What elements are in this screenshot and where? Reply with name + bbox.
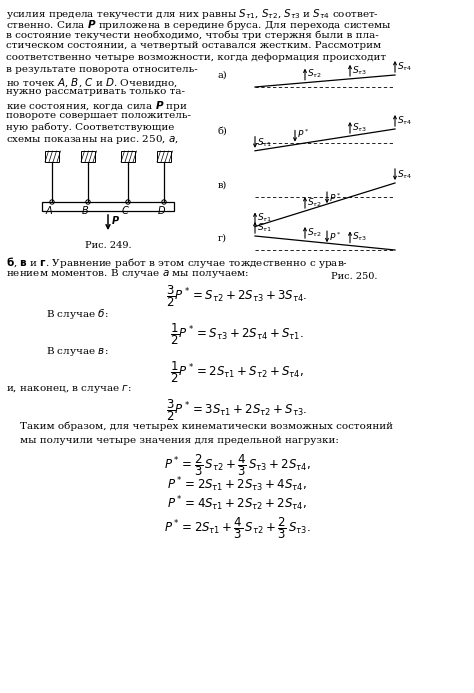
Text: $P^*=4S_{\tau1}+2S_{\tau2}+2S_{\tau4},$: $P^*=4S_{\tau1}+2S_{\tau2}+2S_{\tau4},$ <box>167 494 307 513</box>
Bar <box>81 151 95 162</box>
Text: $P^*=2S_{\tau1}+\dfrac{4}{3}\,S_{\tau2}+\dfrac{2}{3}\,S_{\tau3}.$: $P^*=2S_{\tau1}+\dfrac{4}{3}\,S_{\tau2}+… <box>164 515 310 541</box>
Text: ную работу. Соответствующие: ную работу. Соответствующие <box>6 122 174 132</box>
Bar <box>42 202 174 211</box>
Text: $S_{\tau3}$: $S_{\tau3}$ <box>352 64 367 77</box>
Text: стическом состоянии, а четвертый оставался жестким. Рассмотрим: стическом состоянии, а четвертый оставал… <box>6 42 381 51</box>
Text: $\dfrac{3}{2}P^*=S_{\tau2}+2S_{\tau3}+3S_{\tau4}.$: $\dfrac{3}{2}P^*=S_{\tau2}+2S_{\tau3}+3S… <box>166 283 308 310</box>
Bar <box>45 151 59 162</box>
Text: нужно рассматривать только та-: нужно рассматривать только та- <box>6 87 185 96</box>
Text: $S_{\tau1}$: $S_{\tau1}$ <box>257 221 272 234</box>
Text: В случае $б$:: В случае $б$: <box>46 307 109 321</box>
Text: а): а) <box>218 71 228 80</box>
Text: Рис. 249.: Рис. 249. <box>85 241 131 250</box>
Text: $A$: $A$ <box>45 204 54 216</box>
Text: г): г) <box>218 234 227 243</box>
Text: в состояние текучести необходимо, чтобы три стержня были в пла-: в состояние текучести необходимо, чтобы … <box>6 30 379 40</box>
Text: $P^*=2S_{\tau1}+2S_{\tau3}+4S_{\tau4},$: $P^*=2S_{\tau1}+2S_{\tau3}+4S_{\tau4},$ <box>167 476 307 495</box>
Text: $\dfrac{1}{2}P^*=S_{\tau3}+2S_{\tau4}+S_{\tau1}.$: $\dfrac{1}{2}P^*=S_{\tau3}+2S_{\tau4}+S_… <box>170 322 304 347</box>
Bar <box>157 151 171 162</box>
Text: $\dfrac{1}{2}P^*=2S_{\tau1}+S_{\tau2}+S_{\tau4},$: $\dfrac{1}{2}P^*=2S_{\tau1}+S_{\tau2}+S_… <box>170 360 304 385</box>
Text: $\dfrac{3}{2}P^*=3S_{\tau1}+2S_{\tau2}+S_{\tau3}.$: $\dfrac{3}{2}P^*=3S_{\tau1}+2S_{\tau2}+S… <box>166 398 308 423</box>
Text: $S_{\tau4}$: $S_{\tau4}$ <box>397 60 412 73</box>
Text: $S_{\tau4}$: $S_{\tau4}$ <box>397 114 412 127</box>
Text: $S_{\tau1}$: $S_{\tau1}$ <box>257 136 272 148</box>
Text: в): в) <box>218 180 227 189</box>
Text: $S_{\tau1}$: $S_{\tau1}$ <box>257 212 272 225</box>
Text: $B$: $B$ <box>81 204 89 216</box>
Text: ственно. Сила $\boldsymbol{P}$ приложена в середине бруса. Для перехода системы: ственно. Сила $\boldsymbol{P}$ приложена… <box>6 19 392 33</box>
Text: нением моментов. В случае $a$ мы получаем:: нением моментов. В случае $a$ мы получае… <box>6 267 249 279</box>
Text: $P^*=\dfrac{2}{3}\,S_{\tau2}+\dfrac{4}{3}\,S_{\tau3}+2S_{\tau4},$: $P^*=\dfrac{2}{3}\,S_{\tau2}+\dfrac{4}{3… <box>164 453 310 478</box>
Text: мы получили четыре значения для предельной нагрузки:: мы получили четыре значения для предельн… <box>20 435 339 444</box>
Text: но точек $A$, $B$, $C$ и $D$. Очевидно,: но точек $A$, $B$, $C$ и $D$. Очевидно, <box>6 76 178 89</box>
Bar <box>121 151 135 162</box>
Text: $P^*$: $P^*$ <box>297 128 310 140</box>
Text: кие состояния, когда сила $\boldsymbol{P}$ при: кие состояния, когда сила $\boldsymbol{P… <box>6 99 188 113</box>
Text: схемы показаны на рис. 250, $a$,: схемы показаны на рис. 250, $a$, <box>6 134 179 146</box>
Text: повороте совершает положитель-: повороте совершает положитель- <box>6 110 191 119</box>
Text: $C$: $C$ <box>121 204 130 216</box>
Text: $S_{\tau2}$: $S_{\tau2}$ <box>307 196 322 209</box>
Text: Таким образом, для четырех кинематически возможных состояний: Таким образом, для четырех кинематически… <box>20 422 393 431</box>
Text: $P^*$: $P^*$ <box>329 231 341 243</box>
Text: $P^*$: $P^*$ <box>329 191 341 204</box>
Text: $\boldsymbol{P}$: $\boldsymbol{P}$ <box>111 214 120 226</box>
Text: Рис. 250.: Рис. 250. <box>331 272 377 281</box>
Text: б): б) <box>218 127 228 136</box>
Text: $S_{\tau2}$: $S_{\tau2}$ <box>307 68 322 80</box>
Text: $S_{\tau3}$: $S_{\tau3}$ <box>352 231 367 243</box>
Text: усилия предела текучести для них равны $S_{\tau1}$, $S_{\tau2}$, $S_{\tau3}$ и $: усилия предела текучести для них равны $… <box>6 7 379 21</box>
Text: $D$: $D$ <box>157 204 166 216</box>
Text: $S_{\tau4}$: $S_{\tau4}$ <box>397 168 412 181</box>
Text: соответственно четыре возможности, когда деформация происходит: соответственно четыре возможности, когда… <box>6 53 386 62</box>
Text: $S_{\tau2}$: $S_{\tau2}$ <box>307 226 322 239</box>
Text: в результате поворота относитель-: в результате поворота относитель- <box>6 64 198 73</box>
Text: $S_{\tau3}$: $S_{\tau3}$ <box>352 121 367 134</box>
Text: и, наконец, в случае $г$:: и, наконец, в случае $г$: <box>6 383 132 394</box>
Text: $\boldsymbol{б}$, $\boldsymbol{в}$ и $\boldsymbol{г}$. Уравнение работ в этом сл: $\boldsymbol{б}$, $\boldsymbol{в}$ и $\b… <box>6 255 348 270</box>
Text: В случае $в$:: В случае $в$: <box>46 344 109 358</box>
